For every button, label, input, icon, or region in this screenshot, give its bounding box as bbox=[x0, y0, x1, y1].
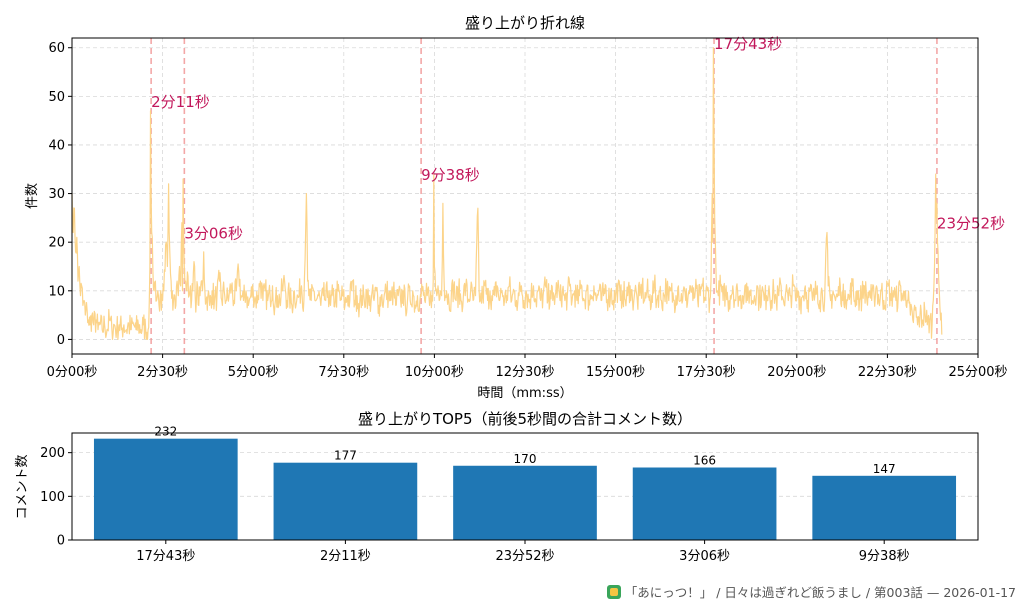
comment-count-line bbox=[71, 47, 943, 340]
y-tick-label: 40 bbox=[48, 138, 65, 153]
x-tick-label: 17分43秒 bbox=[136, 549, 195, 564]
y-tick-label: 60 bbox=[48, 41, 65, 56]
x-tick-label: 2分11秒 bbox=[320, 549, 371, 564]
peak-annotation: 17分43秒 bbox=[714, 35, 782, 53]
y-tick-label: 50 bbox=[48, 90, 65, 105]
y-tick-label: 10 bbox=[48, 284, 65, 299]
footer: 「あにっつ！」 / 日々は過ぎれど飯うまし / 第003話 — 2026-01-… bbox=[606, 582, 1016, 601]
x-tick-label: 10分00秒 bbox=[405, 365, 464, 380]
bar bbox=[812, 475, 957, 540]
bar-chart-y-ticks: 0 100 200 bbox=[40, 446, 72, 549]
footer-text: 「あにっつ！」 / 日々は過ぎれど飯うまし / 第003話 — 2026-01-… bbox=[624, 585, 1016, 600]
app-icon bbox=[606, 584, 621, 599]
line-chart: 盛り上がり折れ線 2分11秒 3分06秒 9分38秒 17分43秒 23分52秒 0 10… bbox=[25, 14, 1008, 401]
bar-value-label: 166 bbox=[693, 454, 716, 468]
bar-chart-bars: 232 177 170 166 147 bbox=[93, 425, 957, 540]
x-tick-label: 22分30秒 bbox=[858, 365, 917, 380]
line-chart-y-label: 件数 bbox=[25, 183, 40, 209]
x-tick-label: 3分06秒 bbox=[679, 549, 730, 564]
bar bbox=[453, 465, 597, 540]
x-tick-label: 20分00秒 bbox=[767, 365, 826, 380]
x-tick-label: 5分00秒 bbox=[228, 365, 279, 380]
bar-value-label: 177 bbox=[334, 449, 357, 463]
line-chart-x-ticks: 0分00秒 2分30秒 5分00秒 7分30秒 10分00秒 12分30秒 15分00秒 17… bbox=[47, 354, 1008, 380]
bar bbox=[273, 462, 418, 540]
bar-chart: 盛り上がりTOP5（前後5秒間の合計コメント数） 232 177 170 166 147… bbox=[15, 410, 979, 564]
bar bbox=[93, 438, 238, 540]
y-tick-label: 200 bbox=[40, 446, 65, 461]
peak-annotation: 3分06秒 bbox=[184, 224, 243, 242]
y-tick-label: 0 bbox=[57, 333, 65, 348]
bar-value-label: 170 bbox=[514, 452, 537, 466]
y-tick-label: 30 bbox=[48, 187, 65, 202]
line-chart-y-ticks: 0 10 20 30 40 50 60 bbox=[48, 41, 72, 348]
peak-annotation: 9分38秒 bbox=[421, 166, 480, 184]
x-tick-label: 15分00秒 bbox=[586, 365, 645, 380]
y-tick-label: 100 bbox=[40, 490, 65, 505]
x-tick-label: 0分00秒 bbox=[47, 365, 98, 380]
x-tick-label: 2分30秒 bbox=[137, 365, 188, 380]
x-tick-label: 9分38秒 bbox=[859, 549, 910, 564]
bar-value-label: 232 bbox=[154, 425, 177, 439]
peak-annotation: 23分52秒 bbox=[937, 215, 1005, 233]
bar-chart-x-ticks: 17分43秒 2分11秒 23分52秒 3分06秒 9分38秒 bbox=[136, 540, 910, 564]
bar bbox=[632, 467, 777, 540]
x-tick-label: 12分30秒 bbox=[495, 365, 554, 380]
peak-annotation: 2分11秒 bbox=[151, 93, 210, 111]
line-chart-title: 盛り上がり折れ線 bbox=[465, 14, 585, 32]
bar-value-label: 147 bbox=[873, 462, 896, 476]
x-tick-label: 25分00秒 bbox=[948, 365, 1007, 380]
x-tick-label: 23分52秒 bbox=[495, 549, 554, 564]
x-tick-label: 7分30秒 bbox=[318, 365, 369, 380]
y-tick-label: 0 bbox=[57, 534, 65, 549]
line-chart-x-label: 時間（mm:ss） bbox=[477, 386, 572, 401]
bar-chart-y-label: コメント数 bbox=[15, 454, 30, 519]
x-tick-label: 17分30秒 bbox=[677, 365, 736, 380]
y-tick-label: 20 bbox=[48, 236, 65, 251]
bar-chart-title: 盛り上がりTOP5（前後5秒間の合計コメント数） bbox=[358, 410, 692, 428]
line-chart-annotations: 2分11秒 3分06秒 9分38秒 17分43秒 23分52秒 bbox=[151, 35, 1005, 243]
